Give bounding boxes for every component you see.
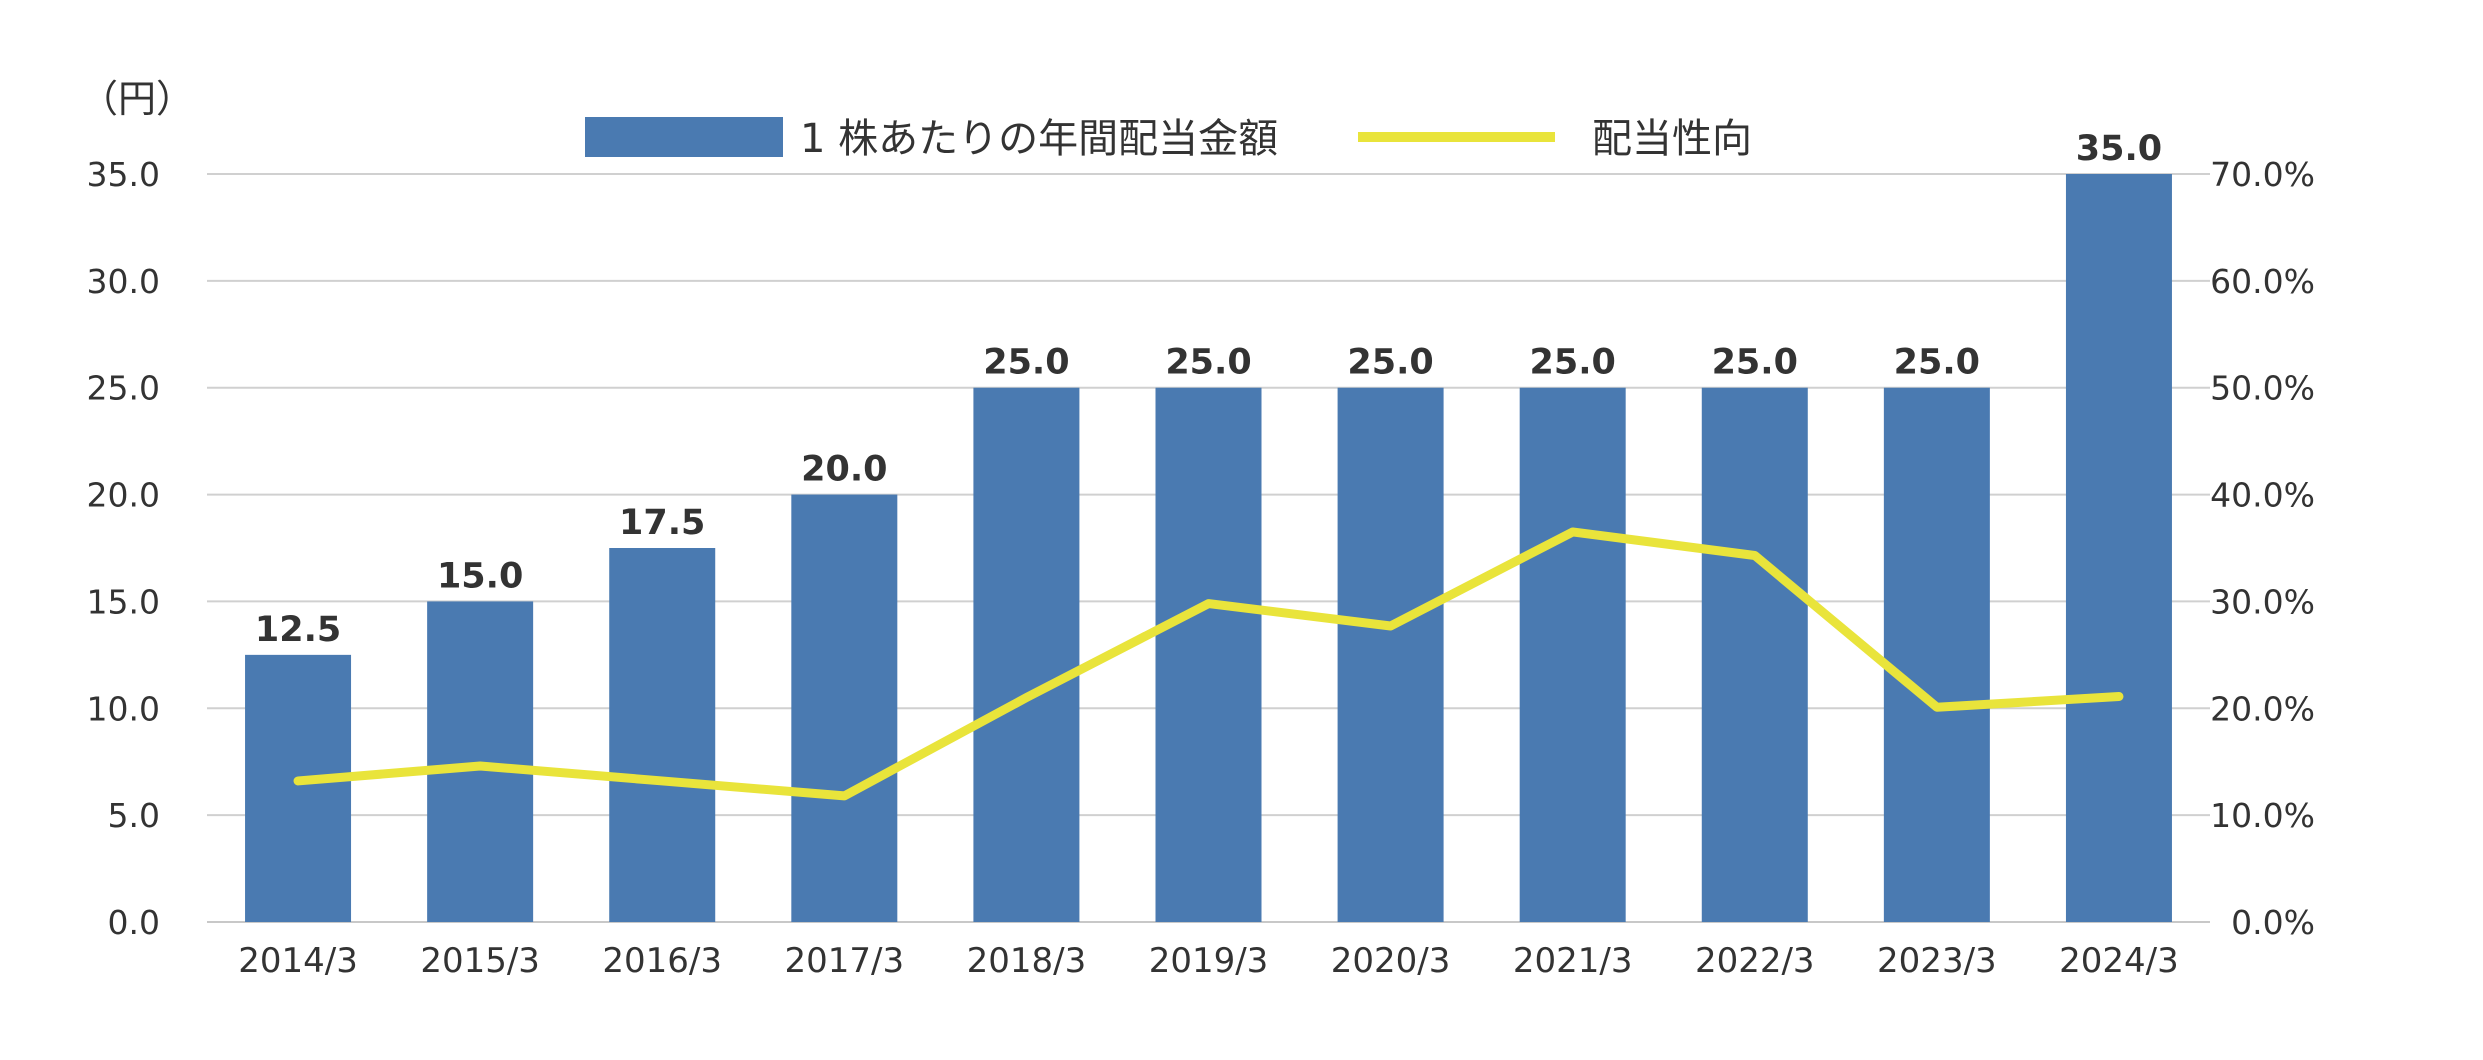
y-left-tick-label: 25.0 [87, 369, 160, 408]
y-right-tick-label: 70.0% [2210, 155, 2315, 194]
bar [1156, 388, 1262, 922]
y-left-tick-label: 0.0 [108, 903, 160, 942]
bar-data-label: 25.0 [1347, 343, 1433, 383]
legend-bar-label: 1 株あたりの年間配当金額 [800, 116, 1278, 162]
y-right-tick-label: 50.0% [2210, 369, 2315, 408]
bar [1520, 388, 1626, 922]
y-left-tick-label: 5.0 [108, 796, 160, 835]
y-left-tick-label: 30.0 [87, 262, 160, 301]
x-tick-label: 2015/3 [420, 941, 540, 981]
x-tick-label: 2023/3 [1877, 941, 1997, 981]
bar [1338, 388, 1444, 922]
y-right-tick-label: 0.0% [2231, 903, 2315, 942]
legend-line-label: 配当性向 [1592, 116, 1752, 162]
bar-data-label: 25.0 [1712, 343, 1798, 383]
x-tick-label: 2022/3 [1695, 941, 1815, 981]
x-tick-label: 2019/3 [1149, 941, 1269, 981]
x-tick-label: 2020/3 [1331, 941, 1451, 981]
bar [245, 655, 351, 922]
bar-data-label: 25.0 [1530, 343, 1616, 383]
y-left-tick-label: 20.0 [87, 476, 160, 515]
y-left-tick-label: 10.0 [87, 689, 160, 728]
bar [1702, 388, 1808, 922]
x-tick-label: 2018/3 [967, 941, 1087, 981]
x-tick-label: 2024/3 [2059, 941, 2179, 981]
bar-data-label: 17.5 [619, 503, 705, 543]
y-right-tick-label: 40.0% [2210, 476, 2315, 515]
bar [791, 495, 897, 922]
y-right-tick-label: 60.0% [2210, 262, 2315, 301]
bar-data-label: 20.0 [801, 450, 887, 490]
y-left-tick-label: 35.0 [87, 155, 160, 194]
bar-data-label: 25.0 [1894, 343, 1980, 383]
x-tick-label: 2014/3 [238, 941, 358, 981]
x-tick-label: 2016/3 [602, 941, 722, 981]
bar [973, 388, 1079, 922]
y-right-tick-label: 30.0% [2210, 582, 2315, 621]
bar [609, 548, 715, 922]
y-right-tick-label: 10.0% [2210, 796, 2315, 835]
bar-data-label: 25.0 [1165, 343, 1251, 383]
bar [2066, 174, 2172, 922]
bar-data-label: 15.0 [437, 556, 523, 596]
y-left-unit-label: （円） [80, 77, 194, 121]
y-left-tick-label: 15.0 [87, 582, 160, 621]
y-right-tick-label: 20.0% [2210, 689, 2315, 728]
x-tick-label: 2017/3 [785, 941, 905, 981]
legend-bar-swatch [585, 117, 783, 157]
x-tick-label: 2021/3 [1513, 941, 1633, 981]
bar-data-label: 12.5 [255, 610, 341, 650]
bar-data-label: 35.0 [2076, 129, 2162, 169]
bar [1884, 388, 1990, 922]
bar-data-label: 25.0 [983, 343, 1069, 383]
